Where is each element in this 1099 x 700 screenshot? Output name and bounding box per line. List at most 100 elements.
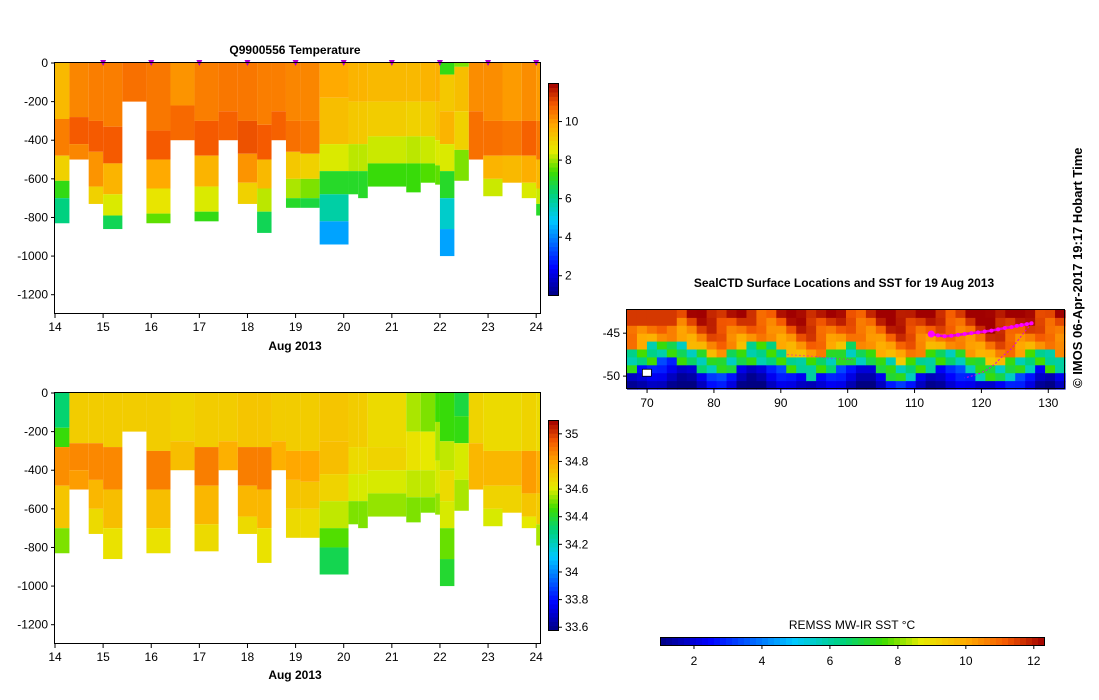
x-tick-label: 16 xyxy=(145,320,159,334)
sst-cell xyxy=(696,317,708,327)
sst-colorbar-segment xyxy=(852,637,859,645)
colorbar-segment xyxy=(548,268,558,274)
profile-cell xyxy=(468,443,484,490)
x-tick-label: 14 xyxy=(48,650,62,664)
sst-cell xyxy=(846,310,857,319)
profile-cell xyxy=(435,421,440,461)
profile-cell xyxy=(285,178,301,199)
sst-map-axes: 70 80 90 100 110 120 130 -45 -50 xyxy=(603,326,1059,410)
profile-cell xyxy=(146,393,171,451)
sst-cell xyxy=(1025,357,1036,366)
sst-cell xyxy=(836,349,847,358)
colorbar-segment xyxy=(548,441,558,447)
y-tick-label: -200 xyxy=(24,425,48,439)
sst-cell xyxy=(915,317,927,327)
y-tick-label: -1000 xyxy=(17,249,48,263)
sst-cell xyxy=(786,333,797,343)
sst-cell xyxy=(776,349,787,358)
sst-cell xyxy=(945,310,957,319)
profile-cell xyxy=(55,198,70,224)
profile-cell xyxy=(406,101,421,137)
profile-cell xyxy=(55,528,70,554)
surface-location xyxy=(942,334,947,339)
profile-cell xyxy=(285,120,301,152)
salinity-heatmap xyxy=(55,393,541,587)
colorbar-segment xyxy=(548,511,558,517)
colorbar-segment xyxy=(548,459,558,465)
sst-cell xyxy=(865,310,877,319)
colorbar-segment xyxy=(548,140,558,146)
sst-cell xyxy=(736,381,748,390)
sst-cell xyxy=(846,381,857,390)
profile-cell xyxy=(319,393,349,442)
colorbar-segment xyxy=(548,590,558,596)
profile-cell xyxy=(271,393,286,442)
profile-cell xyxy=(406,431,421,471)
sst-cell xyxy=(1045,341,1056,351)
sst-cell xyxy=(656,373,668,382)
sst-cell xyxy=(875,317,887,327)
sst-cell xyxy=(875,310,887,319)
sst-cell xyxy=(1035,381,1046,390)
x-tick-label: 19 xyxy=(289,650,303,664)
sst-colorbar-segment xyxy=(1026,637,1033,645)
sst-cell xyxy=(965,373,977,382)
sst-cell xyxy=(975,333,986,343)
profile-cell xyxy=(103,215,123,230)
colorbar-segment xyxy=(548,127,558,133)
y-tick-label: 0 xyxy=(41,56,48,70)
profile-cell xyxy=(435,63,440,102)
profile-cell xyxy=(55,485,70,529)
colorbar-segment xyxy=(548,175,558,181)
sst-cell xyxy=(786,325,797,335)
sst-colorbar-segment xyxy=(804,637,811,645)
sst-field xyxy=(627,310,1066,390)
temperature-panel: Q9900556 Temperature 0 -200 -400 -600 -800 -1… xyxy=(17,43,578,353)
temperature-x-axis: 14 15 16 17 18 19 20 21 22 23 24 xyxy=(48,314,543,334)
sst-cell xyxy=(706,373,718,382)
sst-cell xyxy=(925,333,937,343)
profile-cell xyxy=(300,120,320,154)
colorbar-segment xyxy=(548,520,558,526)
x-tick-label: 20 xyxy=(337,320,351,334)
sst-cell xyxy=(836,365,847,374)
sst-cell xyxy=(915,341,927,351)
colorbar-segment xyxy=(548,551,558,557)
sst-colorbar-segment xyxy=(876,637,883,645)
sst-cell xyxy=(1035,349,1046,358)
sst-cell xyxy=(776,357,787,366)
sst-colorbar-segment xyxy=(942,637,949,645)
sst-cell xyxy=(676,349,688,358)
profile-cell xyxy=(237,393,258,448)
profile-cell xyxy=(257,159,272,189)
profile-cell xyxy=(536,493,541,525)
sst-cell xyxy=(776,317,787,327)
sst-cell xyxy=(766,357,777,366)
sst-cell xyxy=(826,349,837,358)
sst-cell xyxy=(855,341,867,351)
sst-cell xyxy=(776,333,787,343)
salinity-panel: 0 -200 -400 -600 -800 -1000 -1200 14 15 16 17 18 19… xyxy=(17,386,588,682)
sst-colorbar-segment xyxy=(984,637,991,645)
profile-cell xyxy=(439,144,455,172)
temperature-y-axis: 0 -200 -400 -600 -800 -1000 -1200 xyxy=(17,56,55,302)
profile-cell xyxy=(69,443,89,471)
sst-cell xyxy=(846,357,857,366)
sst-cell xyxy=(836,325,847,335)
x-tick-label: 21 xyxy=(385,650,399,664)
sst-cell xyxy=(925,381,937,390)
sst-cell xyxy=(627,325,638,335)
sst-cell xyxy=(1035,317,1046,327)
colorbar-segment xyxy=(548,603,558,609)
surface-location xyxy=(976,330,981,335)
sst-cell xyxy=(855,317,867,327)
sst-cell xyxy=(855,310,867,319)
profile-cell xyxy=(55,63,70,119)
sst-cell xyxy=(716,325,728,335)
profile-cell xyxy=(257,393,272,448)
sst-cell xyxy=(716,373,728,382)
sst-cell xyxy=(1015,381,1026,390)
profile-cell xyxy=(439,393,455,442)
sst-cell xyxy=(995,365,1006,374)
sst-cell xyxy=(1055,317,1066,327)
